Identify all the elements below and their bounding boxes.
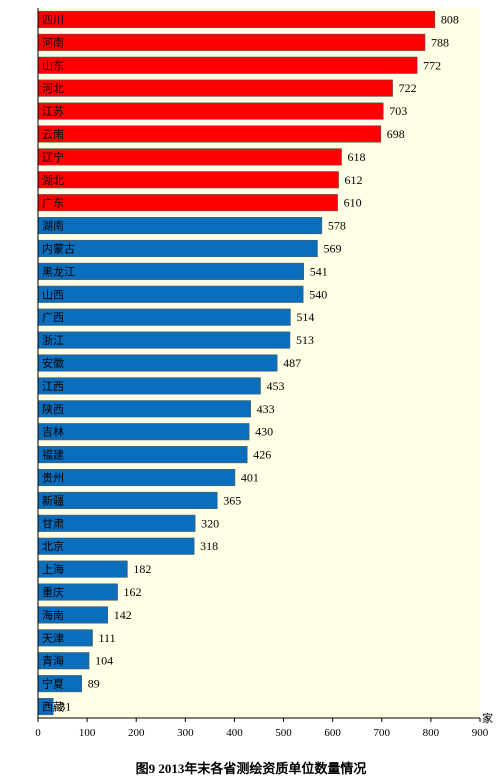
bar-category-label: 浙江 bbox=[42, 334, 64, 347]
bar-category-label: 四川 bbox=[42, 14, 64, 26]
bar-value-label: 610 bbox=[344, 196, 362, 210]
bar-value-label: 722 bbox=[399, 81, 417, 95]
bar bbox=[37, 377, 261, 395]
bar-value-label: 540 bbox=[309, 287, 327, 301]
bar bbox=[37, 468, 236, 487]
bar bbox=[37, 171, 339, 189]
bar-category-label: 北京 bbox=[42, 539, 64, 553]
bar-value-label: 430 bbox=[255, 425, 273, 439]
bar bbox=[37, 285, 304, 303]
bar-value-label: 578 bbox=[328, 219, 346, 233]
bar bbox=[37, 10, 436, 28]
bar-value-label: 162 bbox=[124, 585, 142, 599]
chart-title: 图9 2013年末各省测绘资质单位数量情况 bbox=[135, 761, 367, 776]
bar-category-label: 陕西 bbox=[42, 402, 64, 416]
bar-category-label: 宁夏 bbox=[42, 677, 64, 691]
bar-value-label: 703 bbox=[389, 104, 407, 118]
bar-category-label: 上海 bbox=[42, 562, 64, 576]
bar-value-label: 318 bbox=[200, 539, 218, 553]
bar-value-label: 513 bbox=[296, 333, 314, 347]
bar-category-label: 吉林 bbox=[42, 425, 64, 439]
bar-category-label: 贵州 bbox=[42, 472, 64, 485]
bar-category-label: 黑龙江 bbox=[42, 265, 75, 278]
bar-value-label: 612 bbox=[345, 173, 363, 187]
bar bbox=[37, 217, 323, 235]
bar-value-label: 89 bbox=[88, 677, 100, 691]
bar bbox=[37, 354, 278, 372]
bar-value-label: 111 bbox=[99, 631, 116, 645]
bar bbox=[37, 79, 393, 97]
x-tick-label: 200 bbox=[128, 727, 145, 739]
bar bbox=[37, 446, 248, 464]
bar bbox=[37, 56, 418, 74]
x-tick-label: 800 bbox=[423, 727, 440, 739]
bar bbox=[37, 308, 291, 326]
bar-category-label: 西藏 bbox=[42, 701, 64, 714]
bar-category-label: 山东 bbox=[42, 59, 64, 72]
bar-category-label: 江西 bbox=[42, 380, 64, 393]
x-tick-label: 500 bbox=[275, 727, 292, 739]
bar-value-label: 808 bbox=[441, 12, 459, 26]
bar-category-label: 天津 bbox=[42, 632, 64, 645]
x-tick-label: 100 bbox=[79, 727, 96, 739]
bar-category-label: 云南 bbox=[42, 128, 64, 141]
x-tick-label: 400 bbox=[226, 727, 243, 739]
bar-category-label: 湖南 bbox=[42, 220, 64, 233]
bar-value-label: 365 bbox=[223, 493, 241, 507]
bar-category-label: 河南 bbox=[42, 36, 64, 49]
bar-value-label: 569 bbox=[323, 241, 341, 255]
unit-label: 家 bbox=[482, 711, 493, 725]
bar-value-label: 433 bbox=[257, 402, 275, 416]
x-tick-label: 300 bbox=[177, 727, 194, 739]
x-tick-label: 600 bbox=[324, 727, 341, 739]
bar bbox=[37, 262, 304, 280]
bar-value-label: 142 bbox=[114, 608, 132, 622]
bar bbox=[37, 239, 318, 258]
bar bbox=[37, 400, 251, 418]
bar bbox=[37, 125, 382, 143]
bar-value-label: 788 bbox=[431, 35, 449, 49]
bar-category-label: 新疆 bbox=[42, 493, 64, 507]
bar-category-label: 山西 bbox=[42, 288, 64, 301]
bar-value-label: 401 bbox=[241, 471, 259, 485]
bar bbox=[37, 423, 250, 441]
bar bbox=[37, 194, 338, 212]
x-tick-label: 0 bbox=[35, 727, 41, 739]
bar-category-label: 辽宁 bbox=[42, 150, 64, 164]
bar-value-label: 320 bbox=[201, 516, 219, 530]
bar-category-label: 福建 bbox=[42, 448, 64, 462]
bar-value-label: 698 bbox=[387, 127, 405, 141]
bar-category-label: 内蒙古 bbox=[42, 241, 75, 255]
bar-value-label: 487 bbox=[283, 356, 301, 370]
bar-value-label: 426 bbox=[253, 448, 271, 462]
axes-group: 0 100 200 300 400 500 600 700 800 900 bbox=[35, 8, 489, 739]
x-tick-label: 900 bbox=[472, 727, 489, 739]
bar-category-label: 青海 bbox=[42, 654, 64, 668]
bar-value-label: 453 bbox=[266, 379, 284, 393]
bar-category-label: 广西 bbox=[42, 311, 64, 324]
bar-value-label: 104 bbox=[95, 654, 113, 668]
bar-value-label: 31 bbox=[59, 700, 71, 714]
bar bbox=[37, 148, 342, 166]
bar bbox=[37, 102, 384, 120]
bar-category-label: 广东 bbox=[42, 197, 64, 210]
bar-category-label: 重庆 bbox=[42, 585, 64, 599]
bar-category-label: 江苏 bbox=[42, 105, 64, 118]
bar-value-label: 182 bbox=[133, 562, 151, 576]
bar-category-label: 河北 bbox=[42, 82, 64, 95]
x-tick-label: 700 bbox=[374, 727, 391, 739]
bar-category-label: 湖北 bbox=[42, 174, 64, 187]
bar-value-label: 514 bbox=[296, 310, 314, 324]
bar-category-label: 甘肃 bbox=[42, 517, 64, 530]
bar-value-label: 541 bbox=[310, 264, 328, 278]
bar bbox=[37, 33, 426, 51]
bar bbox=[37, 331, 291, 349]
bar bbox=[37, 491, 218, 509]
bar-category-label: 安徽 bbox=[42, 356, 64, 370]
bar-category-label: 海南 bbox=[42, 608, 64, 622]
bar-value-label: 618 bbox=[348, 150, 366, 164]
bar-value-label: 772 bbox=[423, 58, 441, 72]
